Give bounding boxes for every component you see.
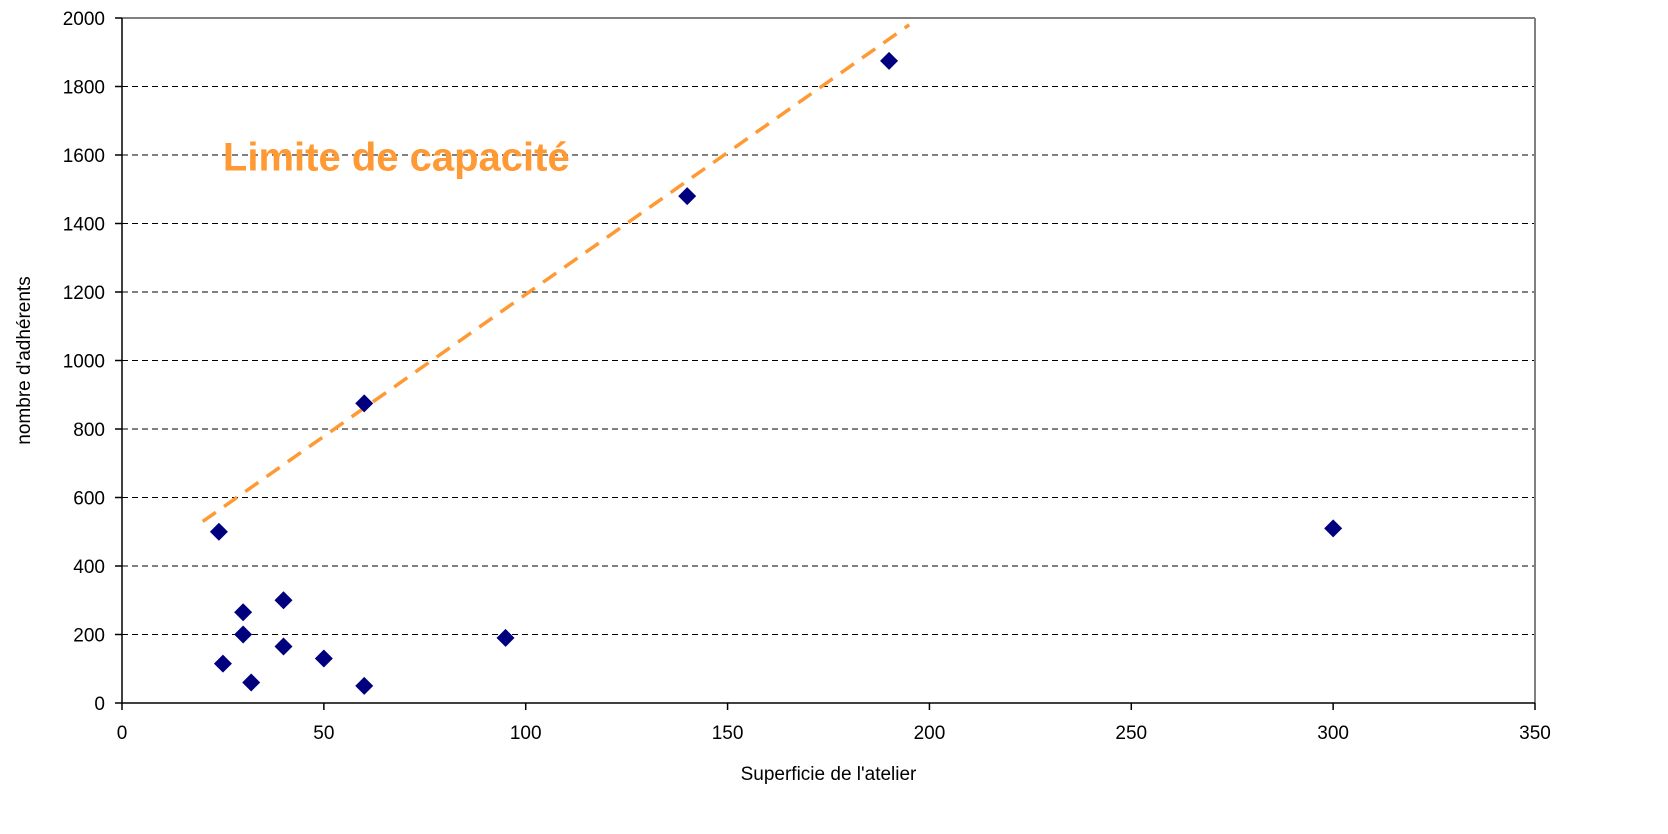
y-tick-label: 1000 [63, 352, 105, 373]
x-tick-label: 300 [1317, 723, 1349, 744]
x-tick-label: 150 [712, 723, 744, 744]
x-tick-label: 50 [313, 723, 334, 744]
y-tick-label: 1600 [63, 146, 105, 167]
data-point [1324, 519, 1343, 538]
y-tick-label: 1800 [63, 78, 105, 99]
data-points [209, 51, 1343, 695]
y-tick-labels: 0 200 400 600 800 1000 1200 1400 1600 1800 2000 [63, 9, 122, 715]
y-tick-label: 400 [73, 557, 105, 578]
x-tick-label: 100 [510, 723, 542, 744]
data-point [234, 603, 253, 622]
trend-line-group [201, 23, 911, 523]
x-axis-title: Superficie de l'atelier [741, 764, 917, 785]
axes [121, 17, 1536, 704]
x-tick-label: 200 [914, 723, 946, 744]
data-point [274, 637, 293, 656]
data-point [242, 673, 261, 692]
x-tick-label: 250 [1115, 723, 1147, 744]
data-point [355, 394, 374, 413]
data-point [213, 654, 232, 673]
capacity-limit-annotation: Limite de capacité [223, 135, 570, 179]
data-point [274, 591, 293, 610]
data-point [209, 522, 228, 541]
y-axis-title: nombre d'adhérents [14, 276, 35, 444]
y-tick-label: 0 [94, 694, 105, 715]
x-tick-label: 350 [1519, 723, 1551, 744]
data-point [314, 649, 333, 668]
data-point [496, 628, 515, 647]
y-tick-label: 800 [73, 420, 105, 441]
x-tick-labels: 0 50 100 150 200 250 300 350 [117, 703, 1551, 744]
y-tick-label: 1200 [63, 283, 105, 304]
capacity-trend-line [201, 23, 911, 523]
data-point [234, 625, 253, 644]
x-tick-label: 0 [117, 723, 128, 744]
grid-lines [122, 86, 1535, 635]
data-point [355, 676, 374, 695]
y-tick-label: 1400 [63, 215, 105, 236]
y-tick-label: 200 [73, 626, 105, 647]
y-tick-label: 600 [73, 489, 105, 510]
data-point [880, 51, 899, 70]
y-tick-label: 2000 [63, 9, 105, 30]
data-point [678, 187, 697, 206]
